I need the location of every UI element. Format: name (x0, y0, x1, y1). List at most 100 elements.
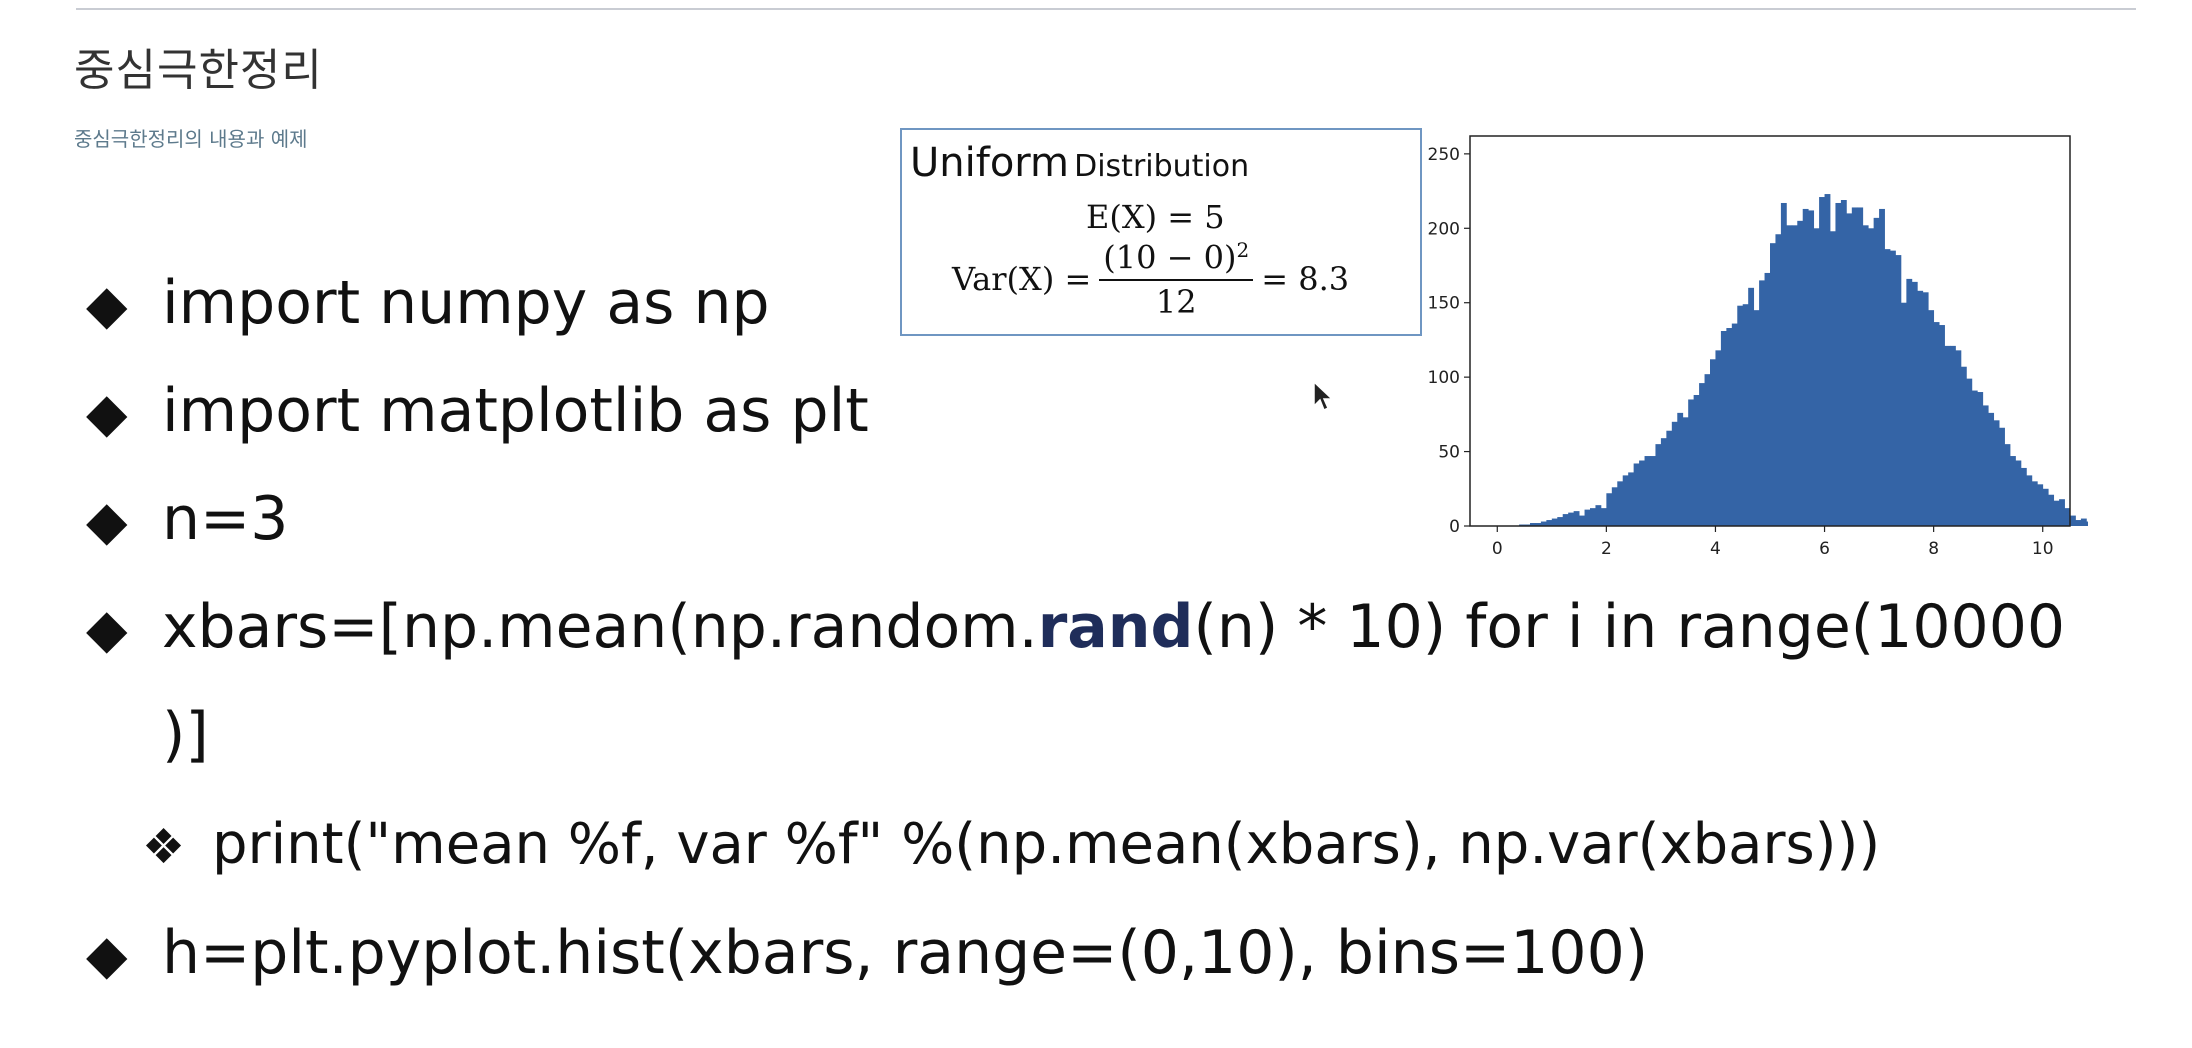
histogram-bars (1519, 194, 2088, 527)
histogram-bar (1748, 287, 1755, 526)
bullet-text: import numpy as np (162, 268, 770, 338)
histogram-bar (1955, 350, 1962, 526)
histogram-bar (1862, 225, 1869, 526)
histogram-bar (1939, 325, 1945, 526)
formula-heading: Uniform Distribution (910, 140, 1249, 186)
x-tick-label: 8 (1928, 539, 1939, 559)
histogram-bar (1546, 520, 1553, 526)
histogram-bar (1633, 463, 1640, 526)
histogram-bar (1846, 213, 1853, 526)
histogram-bar (1928, 310, 1935, 526)
histogram-bar (1906, 278, 1913, 526)
histogram-bar (1710, 359, 1716, 526)
histogram-bar (1530, 523, 1536, 526)
histogram-bar (2048, 494, 2055, 526)
histogram-bar (1890, 250, 1896, 526)
bullet-text: n=3 (162, 484, 289, 554)
histogram-bar (1780, 202, 1787, 526)
histogram-bar (1982, 405, 1989, 526)
formula-heading-distribution: Distribution (1074, 149, 1250, 184)
histogram-bar (1660, 438, 1667, 526)
histogram-bar (1644, 456, 1651, 526)
formula-heading-uniform: Uniform (910, 140, 1070, 186)
diamond-bullet-icon: ◆ (86, 597, 128, 660)
histogram-bar (1715, 350, 1722, 526)
histogram-bar (2010, 456, 2016, 526)
slide-title: 중심극한정리 (74, 45, 323, 96)
histogram-bar (1813, 228, 1820, 526)
y-tick-label: 50 (1438, 443, 1460, 463)
histogram-bar (2070, 515, 2076, 526)
bullet-n-assign: ◆ n=3 (86, 484, 288, 554)
histogram-bar (2086, 521, 2088, 526)
histogram-bar (1573, 511, 1580, 526)
histogram-bar (1971, 390, 1978, 526)
histogram-bar (1759, 280, 1765, 526)
variance-formula: Var(X) = (10 − 0)2 12 = 8.3 (952, 238, 1349, 321)
histogram-bar (1802, 208, 1809, 526)
numerator-text: (10 − 0) (1103, 238, 1237, 277)
histogram-bar (1966, 378, 1973, 526)
histogram-bar (1639, 460, 1645, 526)
bullet-text: h=plt.pyplot.hist(xbars, range=(0,10), b… (162, 918, 1649, 988)
histogram-bar (1999, 427, 2005, 526)
histogram-bar (1922, 292, 1929, 526)
histogram-bar (1830, 231, 1836, 526)
histogram-bar (1786, 225, 1793, 526)
histogram-bar (1655, 444, 1662, 526)
diamond-bullet-icon: ◆ (86, 923, 128, 986)
histogram-bar (2004, 444, 2011, 526)
histogram-bar (1737, 305, 1744, 526)
diamond-bullet-icon: ◆ (86, 489, 128, 552)
variance-lhs: Var(X) = (952, 260, 1092, 299)
histogram-bar (1535, 523, 1542, 526)
histogram-bar (1726, 328, 1733, 526)
diamond-bullet-icon: ◆ (86, 381, 128, 444)
histogram-bar (1835, 202, 1842, 526)
bullet-text-after: (n) * 10) for i in range(10000 (1193, 592, 2066, 662)
histogram-bar (1628, 472, 1635, 526)
y-tick-label: 200 (1428, 219, 1460, 239)
histogram-bar (1551, 518, 1558, 526)
histogram-bar (2026, 475, 2033, 526)
bullet-xbars-continuation: )] (162, 700, 209, 770)
histogram-bar (1622, 475, 1629, 526)
y-tick-label: 100 (1428, 368, 1460, 388)
bullet-text-bold: rand (1037, 592, 1194, 662)
histogram-bar (2080, 518, 2087, 526)
histogram-bar (1671, 421, 1678, 526)
histogram-bar (1688, 399, 1695, 526)
histogram-bar (1611, 487, 1618, 526)
histogram-bar (2020, 467, 2027, 526)
histogram-bar (1824, 194, 1831, 526)
histogram-bar (1584, 509, 1591, 526)
x-tick-label: 6 (1819, 539, 1830, 559)
histogram-bar (1770, 243, 1776, 526)
numerator-exponent: 2 (1236, 238, 1250, 262)
sub-bullet-text: print("mean %f, var %f" %(np.mean(xbars)… (212, 812, 1881, 877)
histogram-bar (1944, 345, 1951, 526)
histogram-bar (1617, 481, 1624, 526)
histogram-bar (2075, 520, 2082, 526)
histogram-bar (1742, 304, 1749, 526)
four-diamond-bullet-icon: ❖ (142, 819, 186, 875)
mouse-pointer-icon (1313, 380, 1334, 412)
histogram-bar (1677, 412, 1684, 526)
bullet-text: import matplotlib as plt (162, 376, 869, 446)
slide-subtitle: 중심극한정리의 내용과 예제 (74, 127, 308, 151)
histogram-bar (1568, 512, 1575, 526)
histogram-bar (2031, 481, 2038, 526)
histogram-bar (1868, 228, 1875, 526)
histogram-bar (1682, 417, 1689, 526)
histogram-bar (1775, 234, 1782, 527)
histogram-bar (1977, 392, 1984, 526)
x-tick-label: 4 (1710, 539, 1721, 559)
histogram-bar (1873, 217, 1880, 526)
histogram-bar (1731, 323, 1738, 526)
y-tick-label: 150 (1428, 294, 1460, 314)
histogram-bar (1933, 322, 1940, 526)
diamond-bullet-icon: ◆ (86, 273, 128, 336)
expectation-formula: E(X) = 5 (1086, 198, 1225, 236)
histogram-bar (1911, 281, 1918, 526)
fraction-denominator: 12 (1155, 282, 1197, 321)
